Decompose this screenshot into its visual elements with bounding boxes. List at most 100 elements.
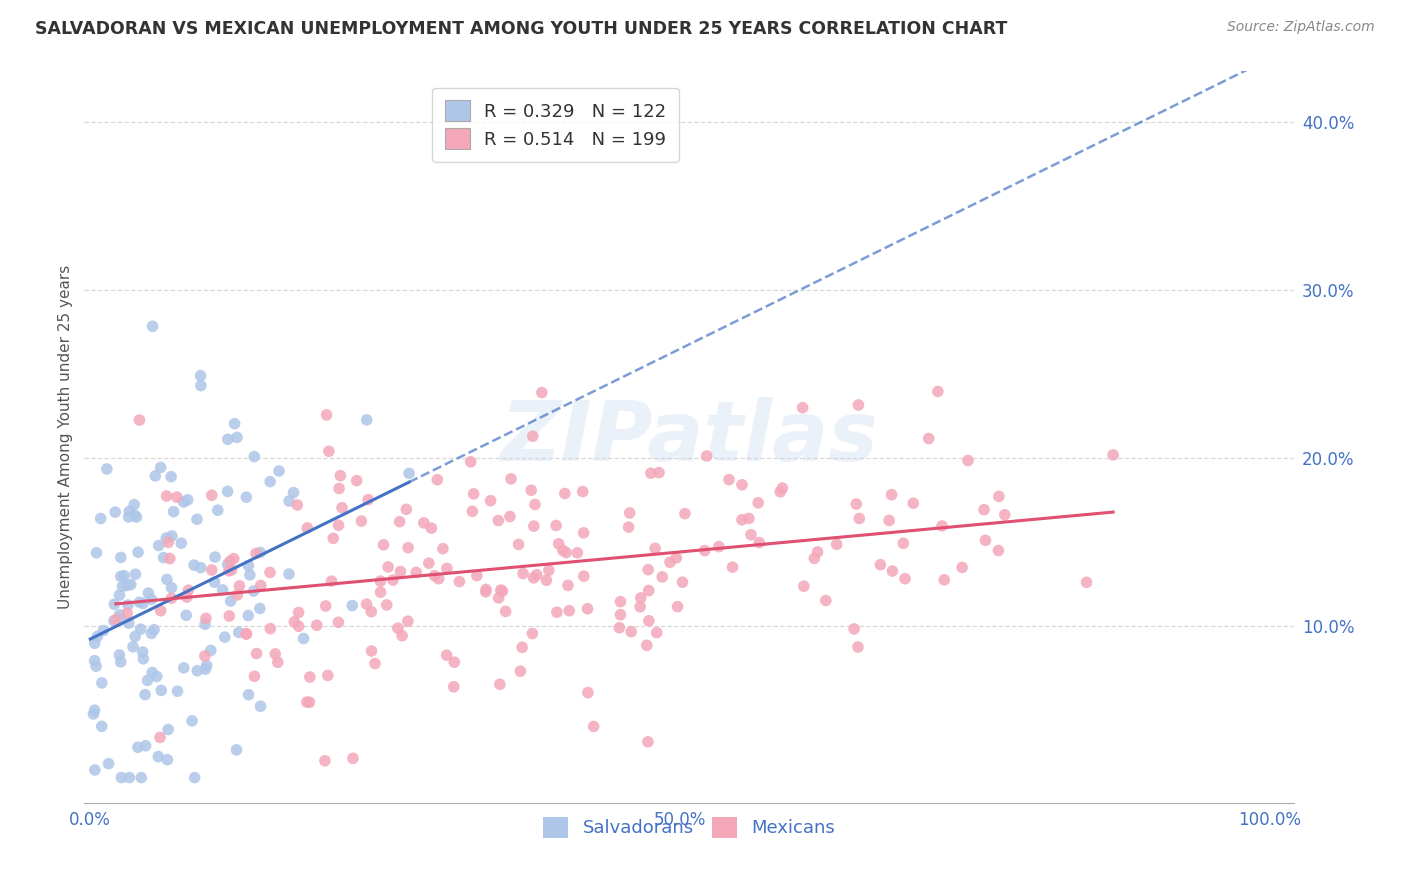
Point [314, 754, 336, 768]
Point [120, 577, 142, 591]
Point [207, 503, 229, 517]
Point [283, 485, 305, 500]
Point [152, 550, 174, 565]
Point [609, 594, 631, 608]
Point [346, 474, 368, 488]
Point [132, 652, 155, 666]
Point [845, 497, 868, 511]
Point [557, 578, 579, 592]
Point [572, 569, 595, 583]
Point [342, 751, 364, 765]
Y-axis label: Unemployment Among Youth under 25 years: Unemployment Among Youth under 25 years [58, 265, 73, 609]
Point [717, 473, 740, 487]
Point [396, 541, 419, 555]
Point [243, 669, 266, 683]
Point [671, 575, 693, 590]
Point [122, 640, 145, 654]
Point [696, 449, 718, 463]
Point [127, 545, 149, 559]
Point [156, 753, 179, 767]
Point [278, 567, 301, 582]
Point [249, 601, 271, 615]
Point [412, 516, 434, 530]
Point [238, 558, 260, 573]
Point [973, 502, 995, 516]
Point [508, 537, 530, 551]
Point [526, 567, 548, 582]
Point [166, 490, 188, 504]
Point [524, 498, 547, 512]
Point [170, 536, 193, 550]
Point [638, 614, 661, 628]
Point [582, 719, 605, 733]
Point [129, 771, 152, 785]
Point [195, 658, 218, 673]
Point [141, 626, 163, 640]
Point [82, 706, 104, 721]
Point [474, 584, 496, 599]
Point [387, 621, 409, 635]
Point [135, 739, 157, 753]
Point [637, 583, 659, 598]
Point [157, 723, 180, 737]
Point [222, 551, 245, 566]
Point [148, 749, 170, 764]
Point [465, 568, 488, 582]
Point [436, 561, 458, 575]
Point [183, 771, 205, 785]
Point [877, 514, 900, 528]
Point [903, 496, 925, 510]
Point [238, 688, 260, 702]
Point [239, 567, 262, 582]
Point [731, 477, 754, 491]
Point [131, 645, 153, 659]
Point [149, 604, 172, 618]
Point [620, 624, 643, 639]
Point [155, 531, 177, 545]
Point [226, 588, 249, 602]
Point [110, 771, 132, 785]
Point [176, 590, 198, 604]
Point [396, 614, 419, 628]
Point [330, 500, 353, 515]
Point [108, 607, 131, 622]
Point [160, 469, 183, 483]
Point [934, 573, 956, 587]
Point [740, 527, 762, 541]
Point [918, 432, 941, 446]
Point [143, 468, 166, 483]
Point [814, 593, 837, 607]
Point [110, 550, 132, 565]
Point [155, 489, 177, 503]
Point [245, 546, 267, 560]
Point [149, 731, 172, 745]
Point [235, 490, 257, 504]
Point [436, 648, 458, 663]
Point [124, 567, 146, 582]
Point [748, 535, 770, 549]
Point [356, 413, 378, 427]
Point [177, 583, 200, 598]
Point [630, 591, 652, 605]
Point [523, 519, 546, 533]
Point [731, 513, 754, 527]
Point [160, 591, 183, 606]
Point [318, 444, 340, 458]
Point [298, 695, 321, 709]
Point [373, 538, 395, 552]
Point [460, 455, 482, 469]
Point [405, 566, 427, 580]
Point [463, 487, 485, 501]
Point [461, 504, 484, 518]
Point [322, 532, 344, 546]
Point [108, 648, 131, 662]
Point [488, 591, 510, 605]
Point [360, 605, 382, 619]
Point [228, 579, 250, 593]
Point [129, 622, 152, 636]
Point [558, 604, 581, 618]
Point [104, 505, 127, 519]
Point [134, 688, 156, 702]
Point [520, 483, 543, 498]
Point [443, 680, 465, 694]
